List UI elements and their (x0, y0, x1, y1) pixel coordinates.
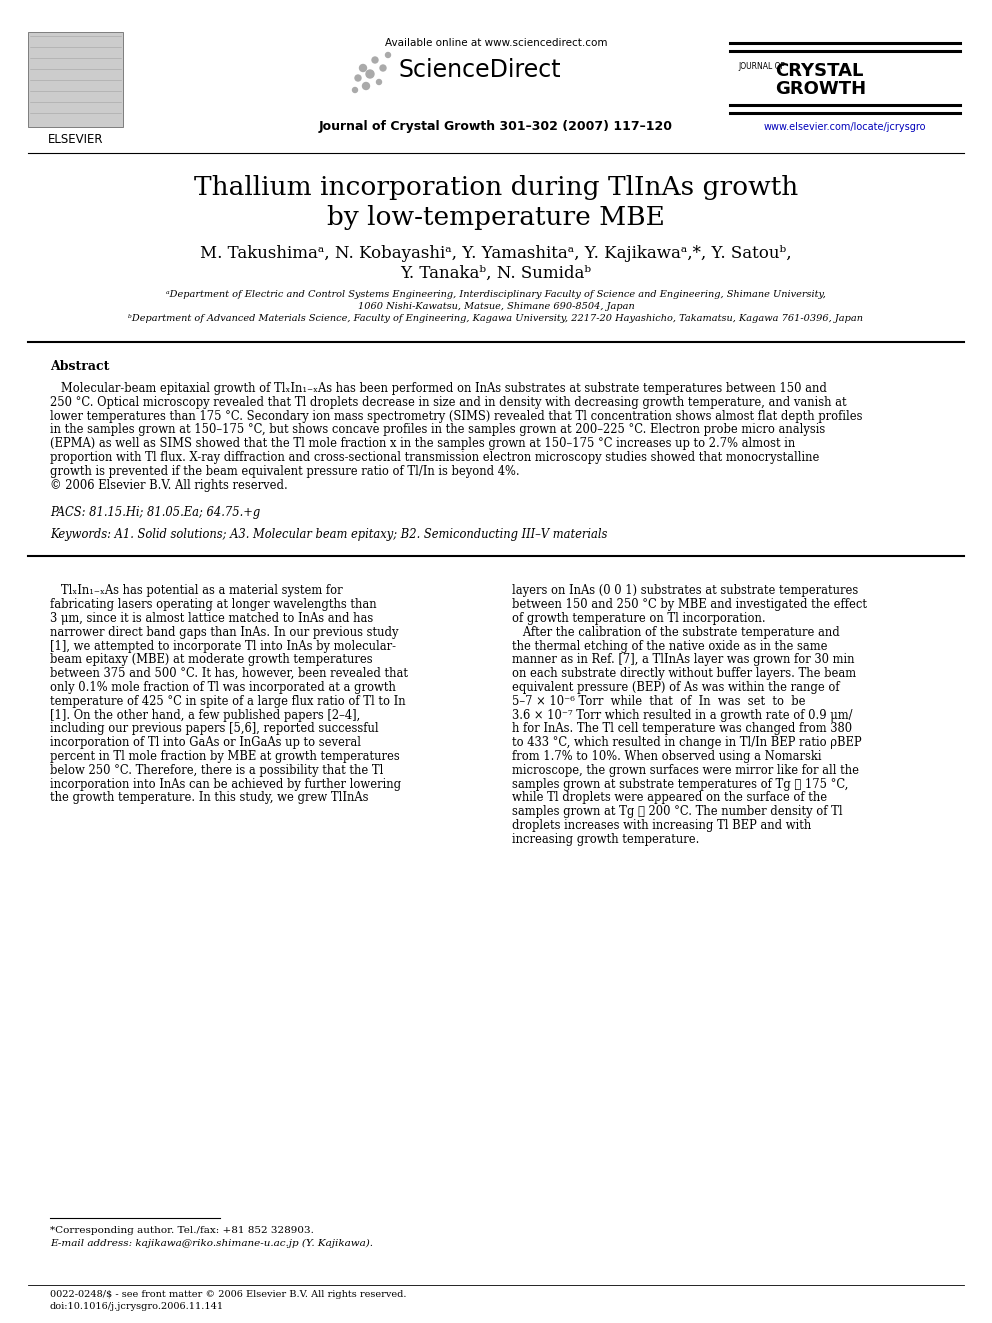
Text: www.elsevier.com/locate/jcrysgro: www.elsevier.com/locate/jcrysgro (764, 122, 927, 132)
Text: After the calibration of the substrate temperature and: After the calibration of the substrate t… (512, 626, 840, 639)
Text: ᵇDepartment of Advanced Materials Science, Faculty of Engineering, Kagawa Univer: ᵇDepartment of Advanced Materials Scienc… (129, 314, 863, 323)
Text: Keywords: A1. Solid solutions; A3. Molecular beam epitaxy; B2. Semiconducting II: Keywords: A1. Solid solutions; A3. Molec… (50, 528, 607, 541)
Text: *Corresponding author. Tel./fax: +81 852 328903.: *Corresponding author. Tel./fax: +81 852… (50, 1226, 313, 1234)
Text: PACS: 81.15.Hi; 81.05.Ea; 64.75.+g: PACS: 81.15.Hi; 81.05.Ea; 64.75.+g (50, 507, 260, 520)
Text: 5–7 × 10⁻⁶ Torr  while  that  of  In  was  set  to  be: 5–7 × 10⁻⁶ Torr while that of In was set… (512, 695, 806, 708)
Text: doi:10.1016/j.jcrysgro.2006.11.141: doi:10.1016/j.jcrysgro.2006.11.141 (50, 1302, 224, 1311)
Text: of growth temperature on Tl incorporation.: of growth temperature on Tl incorporatio… (512, 613, 766, 624)
Text: the thermal etching of the native oxide as in the same: the thermal etching of the native oxide … (512, 639, 827, 652)
Text: 250 °C. Optical microscopy revealed that Tl droplets decrease in size and in den: 250 °C. Optical microscopy revealed that… (50, 396, 846, 409)
Text: incorporation of Tl into GaAs or InGaAs up to several: incorporation of Tl into GaAs or InGaAs … (50, 736, 361, 749)
Text: 1060 Nishi-Kawatsu, Matsue, Shimane 690-8504, Japan: 1060 Nishi-Kawatsu, Matsue, Shimane 690-… (358, 302, 634, 311)
Text: in the samples grown at 150–175 °C, but shows concave profiles in the samples gr: in the samples grown at 150–175 °C, but … (50, 423, 825, 437)
Text: layers on InAs (0 0 1) substrates at substrate temperatures: layers on InAs (0 0 1) substrates at sub… (512, 585, 858, 598)
Text: percent in Tl mole fraction by MBE at growth temperatures: percent in Tl mole fraction by MBE at gr… (50, 750, 400, 763)
Text: [1]. On the other hand, a few published papers [2–4],: [1]. On the other hand, a few published … (50, 709, 360, 721)
Text: fabricating lasers operating at longer wavelengths than: fabricating lasers operating at longer w… (50, 598, 377, 611)
Text: lower temperatures than 175 °C. Secondary ion mass spectrometry (SIMS) revealed : lower temperatures than 175 °C. Secondar… (50, 410, 862, 422)
Text: from 1.7% to 10%. When observed using a Nomarski: from 1.7% to 10%. When observed using a … (512, 750, 821, 763)
Circle shape (362, 82, 369, 90)
Circle shape (352, 87, 357, 93)
Text: h for InAs. The Tl cell temperature was changed from 380: h for InAs. The Tl cell temperature was … (512, 722, 852, 736)
Text: between 375 and 500 °C. It has, however, been revealed that: between 375 and 500 °C. It has, however,… (50, 667, 408, 680)
Text: M. Takushimaᵃ, N. Kobayashiᵃ, Y. Yamashitaᵃ, Y. Kajikawaᵃ,*, Y. Satouᵇ,: M. Takushimaᵃ, N. Kobayashiᵃ, Y. Yamashi… (200, 245, 792, 262)
Text: equivalent pressure (BEP) of As was within the range of: equivalent pressure (BEP) of As was with… (512, 681, 839, 695)
Text: incorporation into InAs can be achieved by further lowering: incorporation into InAs can be achieved … (50, 778, 401, 791)
Text: including our previous papers [5,6], reported successful: including our previous papers [5,6], rep… (50, 722, 379, 736)
Circle shape (355, 75, 361, 81)
Text: to 433 °C, which resulted in change in Tl/In BEP ratio ρBEP: to 433 °C, which resulted in change in T… (512, 736, 862, 749)
Text: E-mail address: kajikawa@riko.shimane-u.ac.jp (Y. Kajikawa).: E-mail address: kajikawa@riko.shimane-u.… (50, 1240, 373, 1248)
Text: samples grown at substrate temperatures of Tg ⩽ 175 °C,: samples grown at substrate temperatures … (512, 778, 848, 791)
Text: increasing growth temperature.: increasing growth temperature. (512, 832, 699, 845)
Text: CRYSTAL: CRYSTAL (775, 62, 863, 79)
Text: Journal of Crystal Growth 301–302 (2007) 117–120: Journal of Crystal Growth 301–302 (2007)… (319, 120, 673, 134)
Text: ELSEVIER: ELSEVIER (49, 134, 104, 146)
Text: Available online at www.sciencedirect.com: Available online at www.sciencedirect.co… (385, 38, 607, 48)
Text: Molecular-beam epitaxial growth of TlₓIn₁₋ₓAs has been performed on InAs substra: Molecular-beam epitaxial growth of TlₓIn… (50, 382, 827, 396)
Text: GROWTH: GROWTH (775, 79, 866, 98)
Text: temperature of 425 °C in spite of a large flux ratio of Tl to In: temperature of 425 °C in spite of a larg… (50, 695, 406, 708)
Text: manner as in Ref. [7], a TlInAs layer was grown for 30 min: manner as in Ref. [7], a TlInAs layer wa… (512, 654, 854, 667)
Text: ScienceDirect: ScienceDirect (398, 58, 560, 82)
Text: below 250 °C. Therefore, there is a possibility that the Tl: below 250 °C. Therefore, there is a poss… (50, 763, 383, 777)
Circle shape (366, 70, 374, 78)
Text: while Tl droplets were appeared on the surface of the: while Tl droplets were appeared on the s… (512, 791, 827, 804)
Text: [1], we attempted to incorporate Tl into InAs by molecular-: [1], we attempted to incorporate Tl into… (50, 639, 396, 652)
Text: Thallium incorporation during TlInAs growth: Thallium incorporation during TlInAs gro… (193, 175, 799, 200)
Text: © 2006 Elsevier B.V. All rights reserved.: © 2006 Elsevier B.V. All rights reserved… (50, 479, 288, 492)
Text: between 150 and 250 °C by MBE and investigated the effect: between 150 and 250 °C by MBE and invest… (512, 598, 867, 611)
Text: droplets increases with increasing Tl BEP and with: droplets increases with increasing Tl BE… (512, 819, 811, 832)
Text: Y. Tanakaᵇ, N. Sumidaᵇ: Y. Tanakaᵇ, N. Sumidaᵇ (401, 265, 591, 282)
Bar (28, 32, 123, 127)
Text: beam epitaxy (MBE) at moderate growth temperatures: beam epitaxy (MBE) at moderate growth te… (50, 654, 373, 667)
Text: 3.6 × 10⁻⁷ Torr which resulted in a growth rate of 0.9 μm/: 3.6 × 10⁻⁷ Torr which resulted in a grow… (512, 709, 852, 721)
Text: 0022-0248/$ - see front matter © 2006 Elsevier B.V. All rights reserved.: 0022-0248/$ - see front matter © 2006 El… (50, 1290, 407, 1299)
Text: proportion with Tl flux. X-ray diffraction and cross-sectional transmission elec: proportion with Tl flux. X-ray diffracti… (50, 451, 819, 464)
Circle shape (380, 65, 386, 71)
Text: samples grown at Tg ⩾ 200 °C. The number density of Tl: samples grown at Tg ⩾ 200 °C. The number… (512, 806, 842, 818)
Text: microscope, the grown surfaces were mirror like for all the: microscope, the grown surfaces were mirr… (512, 763, 859, 777)
Text: growth is prevented if the beam equivalent pressure ratio of Tl/In is beyond 4%.: growth is prevented if the beam equivale… (50, 464, 520, 478)
Text: 3 μm, since it is almost lattice matched to InAs and has: 3 μm, since it is almost lattice matched… (50, 613, 373, 624)
Text: JOURNAL OF: JOURNAL OF (738, 62, 785, 71)
Text: on each substrate directly without buffer layers. The beam: on each substrate directly without buffe… (512, 667, 856, 680)
Text: (EPMA) as well as SIMS showed that the Tl mole fraction x in the samples grown a: (EPMA) as well as SIMS showed that the T… (50, 437, 796, 450)
Text: narrower direct band gaps than InAs. In our previous study: narrower direct band gaps than InAs. In … (50, 626, 399, 639)
Text: TlₓIn₁₋ₓAs has potential as a material system for: TlₓIn₁₋ₓAs has potential as a material s… (50, 585, 342, 598)
Text: ᵃDepartment of Electric and Control Systems Engineering, Interdisciplinary Facul: ᵃDepartment of Electric and Control Syst… (166, 290, 826, 299)
Circle shape (359, 65, 366, 71)
Circle shape (386, 53, 391, 57)
Text: only 0.1% mole fraction of Tl was incorporated at a growth: only 0.1% mole fraction of Tl was incorp… (50, 681, 396, 695)
Text: Abstract: Abstract (50, 360, 109, 373)
Circle shape (377, 79, 382, 85)
Circle shape (372, 57, 378, 64)
Text: the growth temperature. In this study, we grew TlInAs: the growth temperature. In this study, w… (50, 791, 368, 804)
Text: by low-temperature MBE: by low-temperature MBE (327, 205, 665, 230)
